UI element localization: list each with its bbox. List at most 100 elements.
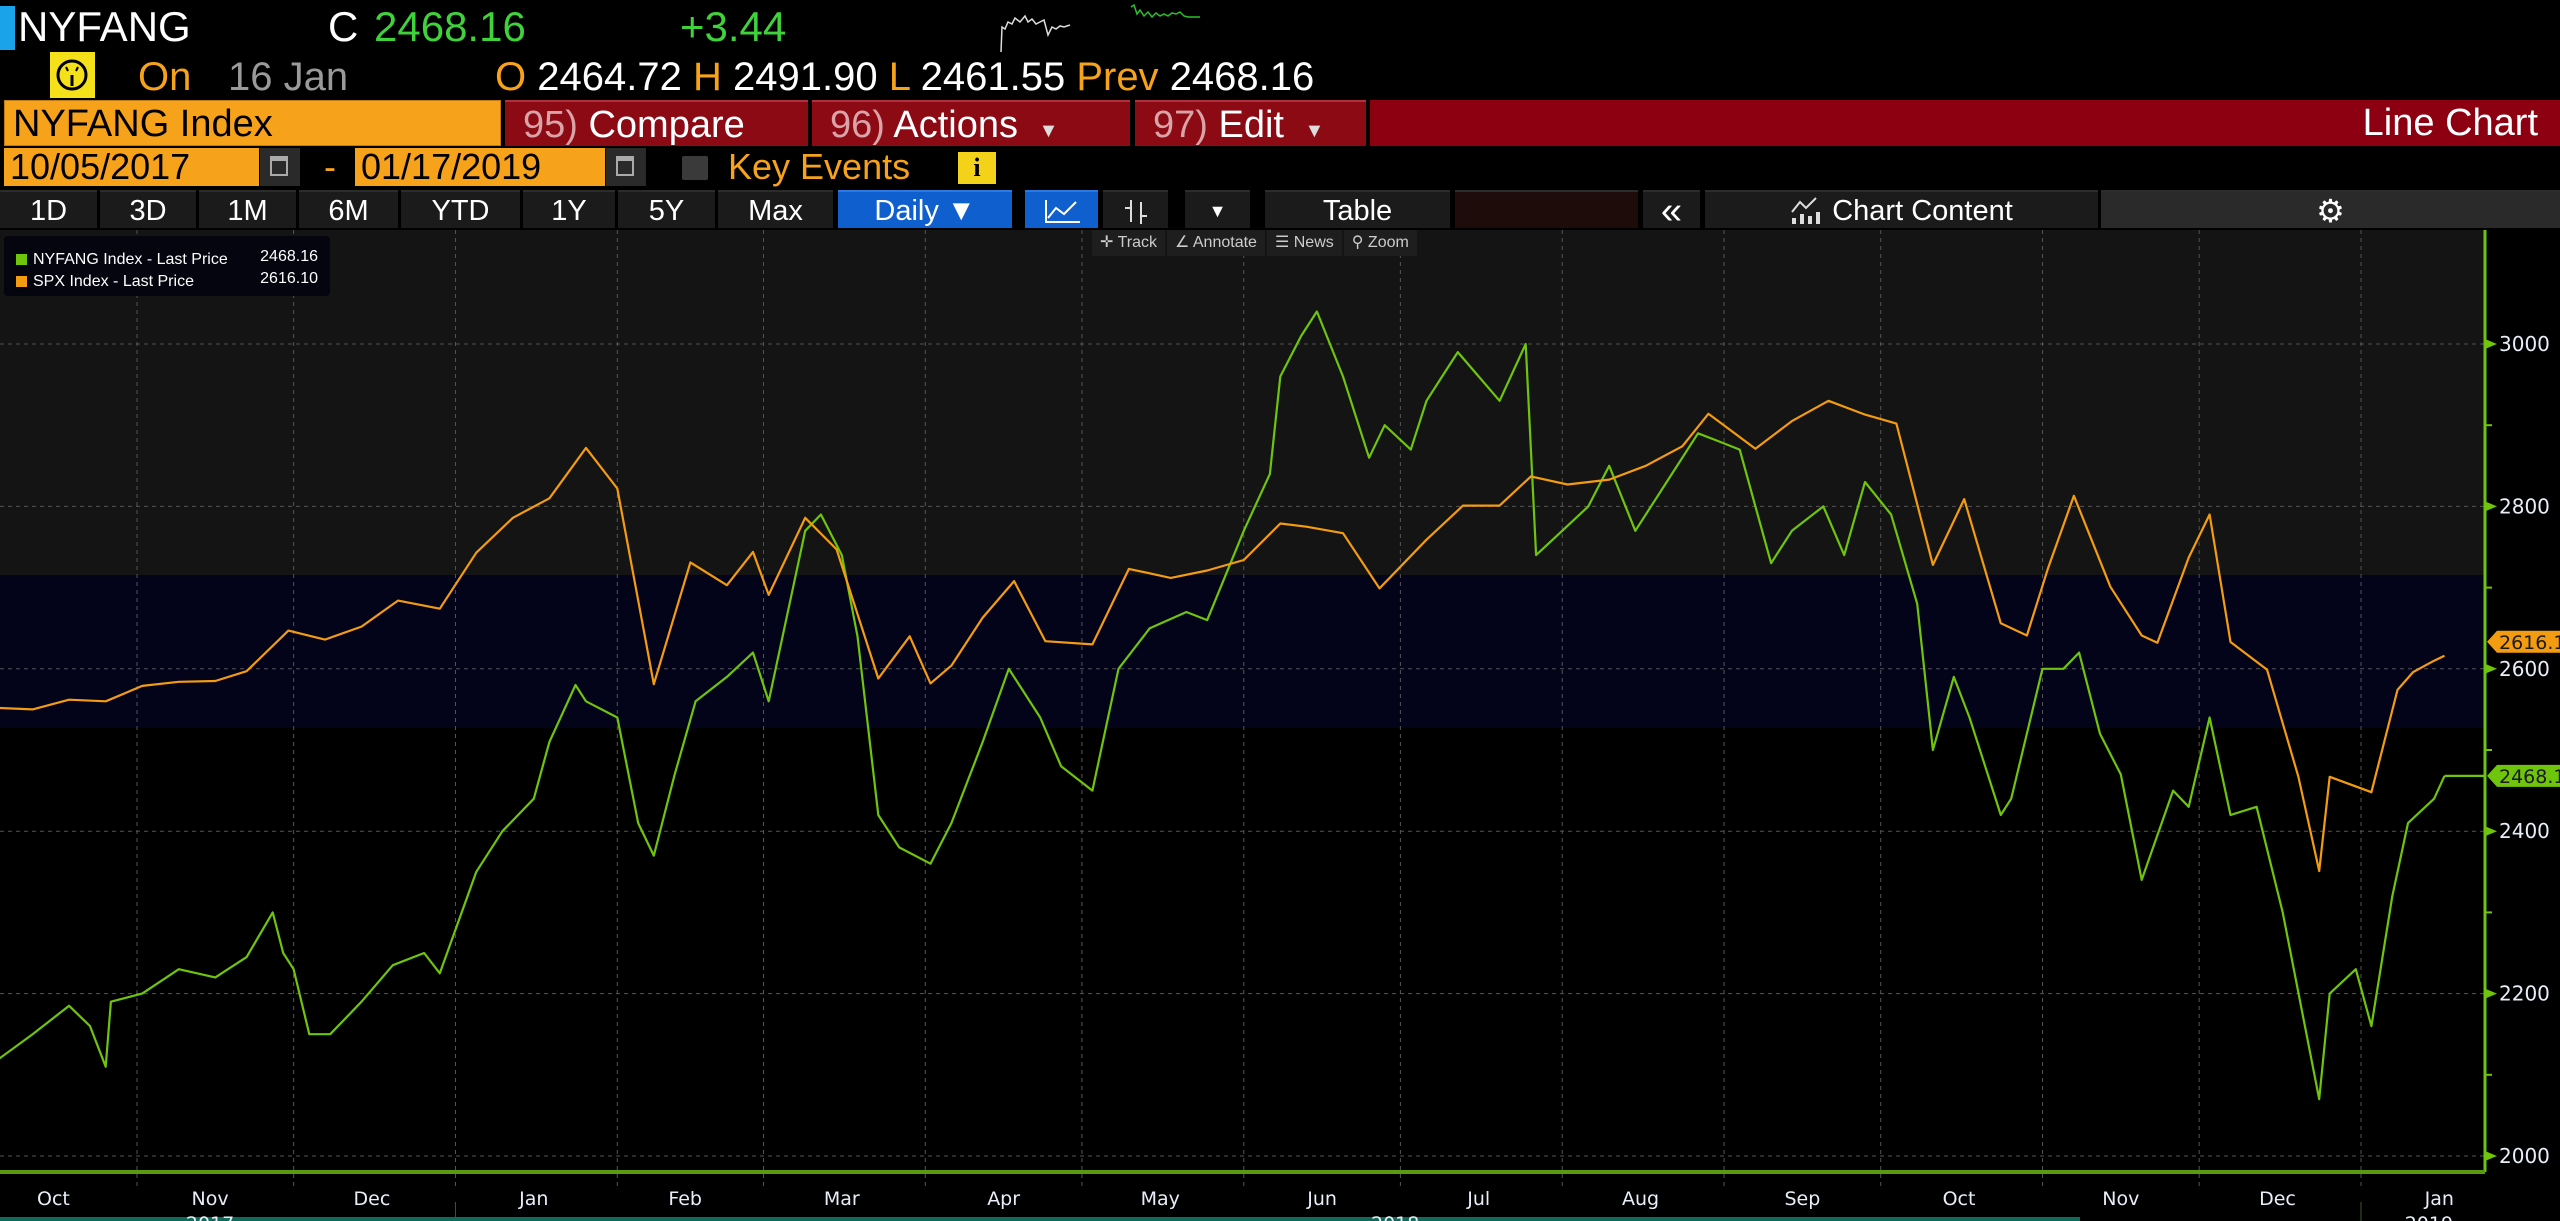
low-value: 2461.55 <box>920 55 1066 99</box>
news-icon: ☰ <box>1274 234 1294 251</box>
y-tick-label: 2000 <box>2499 1144 2550 1168</box>
range-6m[interactable]: 6M <box>299 190 398 228</box>
y-tick-marker <box>2485 663 2497 674</box>
chart-tools: ✛ Track ∠ Annotate ☰ News ⚲ Zoom <box>1092 230 1417 256</box>
caret-down-icon: ▼ <box>1038 120 1059 142</box>
quote-date: 16 Jan <box>228 55 349 99</box>
scrollbar <box>0 1217 2080 1221</box>
legend-item-spx[interactable]: SPX Index - Last Price 2616.10 <box>16 268 330 290</box>
x-year-label: 2018 <box>1371 1213 1419 1221</box>
legend-value: 2616.10 <box>260 270 318 287</box>
annotate-tool[interactable]: ∠ Annotate <box>1166 230 1265 256</box>
legend-item-nyfang[interactable]: NYFANG Index - Last Price 2468.16 <box>16 246 330 268</box>
open-value: 2464.72 <box>537 55 682 99</box>
caret-down-icon: ▼ <box>1304 120 1325 142</box>
edit-button[interactable]: 97) Edit ▼ <box>1135 100 1366 146</box>
calendar-icon[interactable] <box>606 148 646 186</box>
price-change: +3.44 <box>680 3 787 50</box>
end-date-input[interactable]: 01/17/2019 <box>355 148 605 186</box>
edit-number: 97) <box>1153 104 1208 146</box>
track-tool[interactable]: ✛ Track <box>1092 230 1165 256</box>
range-1y[interactable]: 1Y <box>523 190 615 228</box>
track-label: Track <box>1117 234 1157 251</box>
line-chart[interactable]: 2000 2200 2400 2600 2800 3000 Oct Nov Dec Jan Feb M… <box>0 230 2560 1221</box>
x-tick-label: Oct <box>1943 1188 1976 1210</box>
high-value: 2491.90 <box>732 55 878 99</box>
high-label: H <box>692 55 722 99</box>
chart-legend: NYFANG Index - Last Price 2468.16 SPX Ind… <box>4 236 330 296</box>
view-title-bar: Line Chart <box>1370 100 2560 146</box>
prev-label: Prev <box>1076 55 1159 99</box>
edit-label: Edit <box>1218 104 1284 146</box>
chart-content-icon <box>1791 197 1821 224</box>
bar-chart-icon[interactable] <box>1103 190 1168 228</box>
ohlc: O 2464.72 H 2491.90 L 2461.55 Prev 2468.… <box>495 54 1314 100</box>
x-tick-label: Dec <box>2259 1188 2296 1210</box>
close-label: C <box>328 3 359 50</box>
x-year-label: 2017 <box>186 1213 234 1221</box>
x-tick-label: Nov <box>2102 1188 2139 1210</box>
ticker: NYFANG <box>18 3 191 50</box>
x-tick-label: Nov <box>192 1188 229 1210</box>
prev-value: 2468.16 <box>1169 55 1315 99</box>
legend-label: SPX Index - Last Price <box>33 273 194 290</box>
line-chart-icon[interactable] <box>1025 190 1098 228</box>
actions-button[interactable]: 96) Actions ▼ <box>812 100 1130 146</box>
range-ytd[interactable]: YTD <box>401 190 520 228</box>
actions-label: Actions <box>893 104 1019 146</box>
key-events-label: Key Events <box>728 146 911 187</box>
gauge-icon[interactable] <box>50 52 95 98</box>
on-label: On <box>138 55 192 99</box>
last-price-label: 2468.16 <box>2499 766 2560 788</box>
collapse-button[interactable]: « <box>1643 190 1700 230</box>
info-icon[interactable]: i <box>958 152 996 184</box>
x-year-label: 2019 <box>2405 1213 2453 1221</box>
y-tick-label: 2200 <box>2499 982 2550 1006</box>
low-label: L <box>888 55 910 99</box>
table-button[interactable]: Table <box>1265 190 1450 228</box>
y-tick-marker <box>2485 826 2497 837</box>
zoom-tool[interactable]: ⚲ Zoom <box>1343 230 1417 256</box>
chart-content-label: Chart Content <box>1832 195 2013 227</box>
key-events-checkbox[interactable] <box>682 156 708 180</box>
start-date-input[interactable]: 10/05/2017 <box>4 148 259 186</box>
y-tick-marker <box>2485 988 2497 999</box>
calendar-icon[interactable] <box>260 148 300 186</box>
legend-swatch <box>16 276 27 287</box>
period-dropdown[interactable]: Daily ▼ <box>838 190 1012 228</box>
range-max[interactable]: Max <box>718 190 833 228</box>
upper-band <box>0 230 2485 575</box>
news-tool[interactable]: ☰ News <box>1266 230 1342 256</box>
settings-gear-icon[interactable]: ⚙ <box>2101 190 2560 229</box>
chart-content-button[interactable]: Chart Content <box>1705 190 2098 228</box>
range-1m[interactable]: 1M <box>199 190 296 228</box>
pencil-icon: ∠ <box>1174 234 1193 251</box>
open-label: O <box>495 55 527 99</box>
compare-button[interactable]: 95) Compare <box>505 100 808 146</box>
x-tick-label: Mar <box>824 1188 860 1210</box>
range-1d[interactable]: 1D <box>0 190 97 228</box>
chart-type-dropdown[interactable]: ▼ <box>1185 190 1250 228</box>
news-label: News <box>1293 234 1334 251</box>
zoom-label: Zoom <box>1367 234 1409 251</box>
y-tick-marker <box>2485 501 2497 512</box>
y-tick-label: 2600 <box>2499 657 2550 681</box>
legend-value: 2468.16 <box>260 248 318 265</box>
magnifier-icon: ⚲ <box>1351 234 1368 251</box>
y-tick-marker <box>2485 1151 2497 1161</box>
security-input[interactable]: NYFANG Index <box>4 100 501 146</box>
last-price-tag <box>2487 630 2560 653</box>
intraday-sparkline-green <box>1130 3 1200 19</box>
range-5y[interactable]: 5Y <box>618 190 715 228</box>
x-tick-label: Aug <box>1622 1188 1659 1210</box>
x-tick-label: Sep <box>1784 1188 1820 1210</box>
last-price-tag <box>2487 764 2560 787</box>
actions-number: 96) <box>830 104 885 146</box>
range-3d[interactable]: 3D <box>100 190 196 228</box>
y-tick-marker <box>2485 339 2497 349</box>
y-tick-label: 2800 <box>2499 494 2550 518</box>
intraday-sparkline-white <box>1000 14 1071 53</box>
x-tick-label: Oct <box>37 1188 70 1210</box>
view-title: Line Chart <box>2362 102 2538 144</box>
compare-label: Compare <box>588 104 745 146</box>
